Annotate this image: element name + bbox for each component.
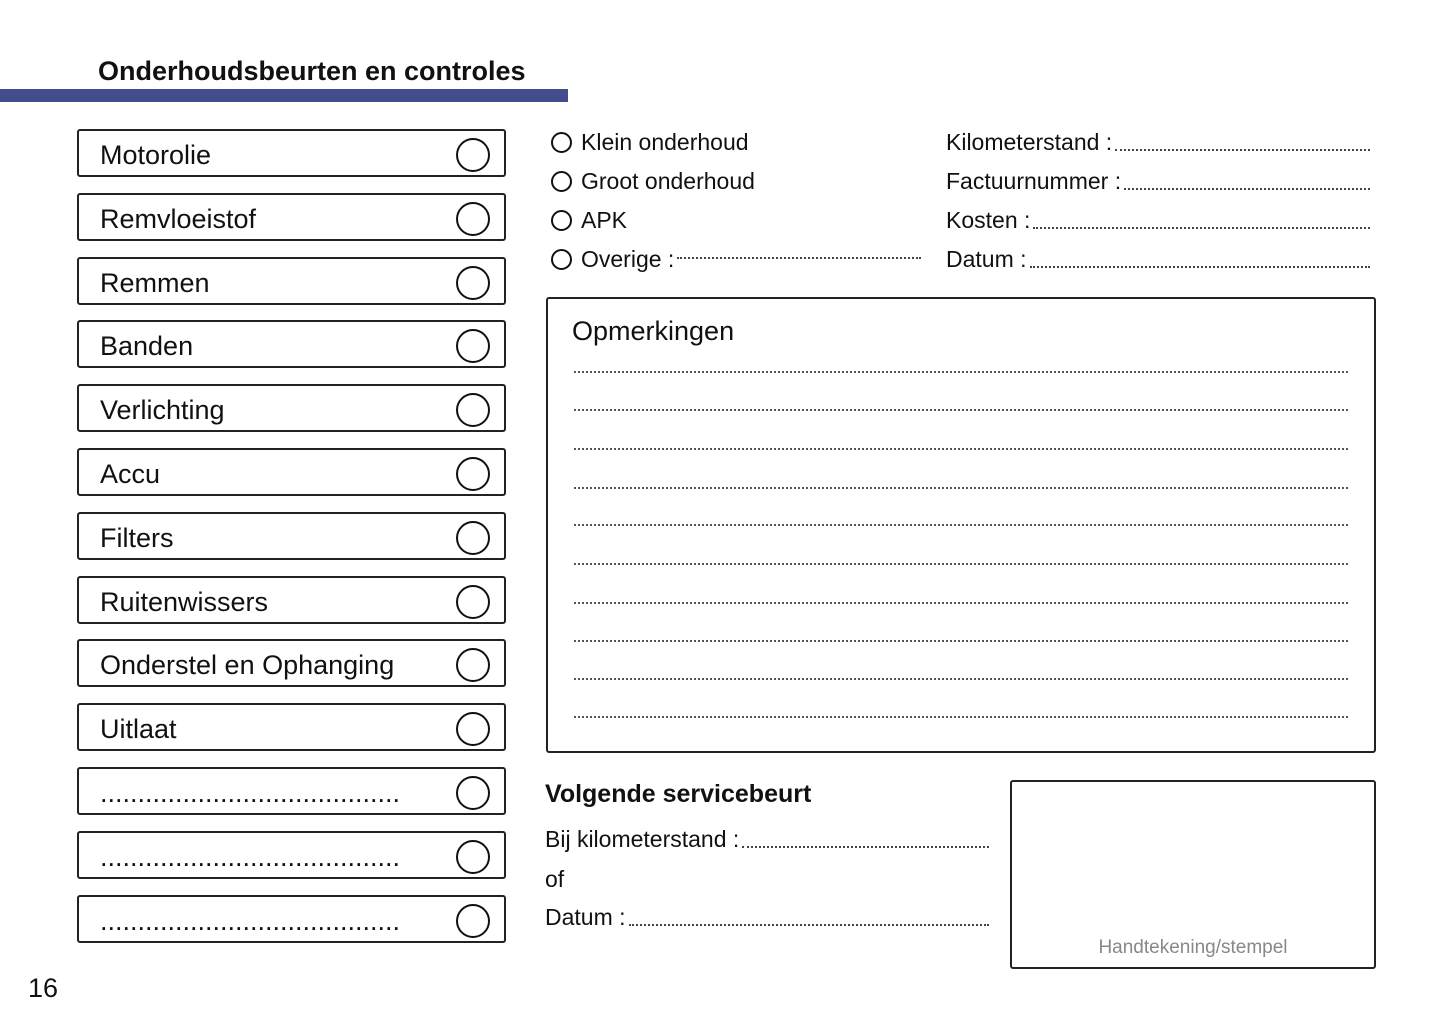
checklist-item[interactable]: Remvloeistof (77, 192, 506, 241)
service-field-input-line[interactable] (1029, 266, 1370, 268)
checklist-item[interactable]: Accu (77, 448, 506, 496)
service-field-label: Factuurnummer : (946, 168, 1122, 194)
checklist-item-label: ........................................ (100, 905, 401, 936)
checklist-item[interactable]: Remmen (77, 256, 506, 305)
remarks-line[interactable] (574, 524, 1348, 526)
next-km-field[interactable]: Bij kilometerstand : (545, 826, 989, 853)
other-input-line[interactable] (677, 256, 921, 259)
checkbox-circle[interactable] (456, 201, 490, 236)
checklist-item-label: Filters (100, 522, 174, 553)
remarks-line[interactable] (574, 371, 1348, 373)
checklist-item[interactable]: Banden (77, 320, 506, 369)
radio-circle[interactable] (551, 249, 572, 270)
page-title: Onderhoudsbeurten en controles (98, 56, 526, 86)
checklist-item[interactable]: Onderstel en Ophanging (77, 639, 506, 688)
signature-label: Handtekening/stempel (1098, 937, 1288, 958)
checklist-item[interactable]: Uitlaat (77, 703, 506, 752)
checklist-item[interactable]: Verlichting (77, 384, 506, 433)
service-field-input-line[interactable] (1124, 188, 1370, 190)
checklist-item-label: Remvloeistof (100, 203, 257, 234)
checkbox-circle[interactable] (456, 138, 490, 172)
checkbox-circle[interactable] (456, 520, 490, 555)
remarks-line[interactable] (574, 678, 1348, 680)
checkbox-circle[interactable] (456, 329, 490, 364)
checklist-item[interactable]: Filters (77, 511, 506, 560)
remarks-line[interactable] (574, 448, 1348, 450)
checkbox-circle[interactable] (456, 648, 490, 683)
remarks-line[interactable] (574, 640, 1348, 642)
remarks-title: Opmerkingen (572, 316, 735, 346)
checklist-item[interactable]: ........................................ (77, 767, 506, 815)
signature-box[interactable] (1010, 780, 1376, 969)
checklist-item-label: Motorolie (100, 140, 212, 170)
service-field[interactable]: Kosten : (946, 207, 1370, 234)
next-km-label: Bij kilometerstand : (545, 826, 740, 852)
remarks-line[interactable] (574, 487, 1348, 489)
checklist-item[interactable]: Ruitenwissers (77, 575, 506, 624)
checklist-item-label: Uitlaat (100, 714, 177, 745)
service-type-option[interactable]: Groot onderhoud (551, 168, 755, 195)
next-service-title: Volgende servicebeurt (545, 780, 812, 808)
service-type-option[interactable]: Klein onderhoud (551, 129, 749, 156)
service-field-input-line[interactable] (1033, 227, 1370, 229)
checklist-item[interactable]: ........................................ (77, 894, 506, 943)
service-field-label: Datum : (946, 246, 1027, 272)
service-type-label: APK (581, 207, 628, 233)
service-field[interactable]: Factuurnummer : (946, 168, 1370, 195)
remarks-line[interactable] (574, 409, 1348, 411)
service-type-label: Groot onderhoud (581, 168, 755, 194)
page-number: 16 (28, 973, 59, 1003)
or-label: of (545, 866, 565, 892)
remarks-line[interactable] (574, 563, 1348, 565)
remarks-line[interactable] (574, 602, 1348, 604)
checklist-item-label: Ruitenwissers (100, 586, 269, 617)
next-date-input-line[interactable] (628, 924, 989, 926)
service-type-option[interactable]: Overige : (551, 246, 921, 273)
service-type-option[interactable]: APK (551, 207, 627, 234)
checkbox-circle[interactable] (456, 839, 490, 874)
checkbox-circle[interactable] (456, 776, 490, 810)
next-date-field[interactable]: Datum : (545, 904, 989, 931)
service-type-label: Klein onderhoud (581, 129, 749, 155)
checkbox-circle[interactable] (456, 393, 490, 428)
checklist-item-label: Remmen (100, 267, 210, 298)
checklist-item[interactable]: Motorolie (77, 129, 506, 177)
remarks-line[interactable] (574, 716, 1348, 718)
checklist-item-label: Accu (100, 459, 161, 489)
service-field[interactable]: Kilometerstand : (946, 129, 1370, 156)
next-km-input-line[interactable] (742, 846, 989, 848)
checkbox-circle[interactable] (456, 712, 490, 747)
checklist-item-label: Verlichting (100, 395, 225, 426)
checklist-item-label: ........................................ (100, 841, 401, 872)
next-date-label: Datum : (545, 904, 626, 930)
checklist-item-label: ........................................ (100, 778, 401, 808)
service-field-label: Kosten : (946, 207, 1031, 233)
remarks-box (546, 297, 1376, 753)
checklist-item-label: Onderstel en Ophanging (100, 650, 395, 681)
checkbox-circle[interactable] (456, 265, 490, 300)
checklist-item-label: Banden (100, 331, 194, 362)
service-type-label: Overige : (581, 246, 675, 272)
service-field-label: Kilometerstand : (946, 129, 1113, 155)
radio-circle[interactable] (551, 132, 572, 153)
radio-circle[interactable] (551, 171, 572, 192)
checkbox-circle[interactable] (456, 903, 490, 938)
service-field[interactable]: Datum : (946, 246, 1370, 273)
checklist-item[interactable]: ........................................ (77, 830, 506, 879)
radio-circle[interactable] (551, 210, 572, 231)
service-field-input-line[interactable] (1115, 149, 1370, 151)
title-accent-bar (0, 89, 568, 102)
checkbox-circle[interactable] (456, 457, 490, 491)
checkbox-circle[interactable] (456, 584, 490, 619)
